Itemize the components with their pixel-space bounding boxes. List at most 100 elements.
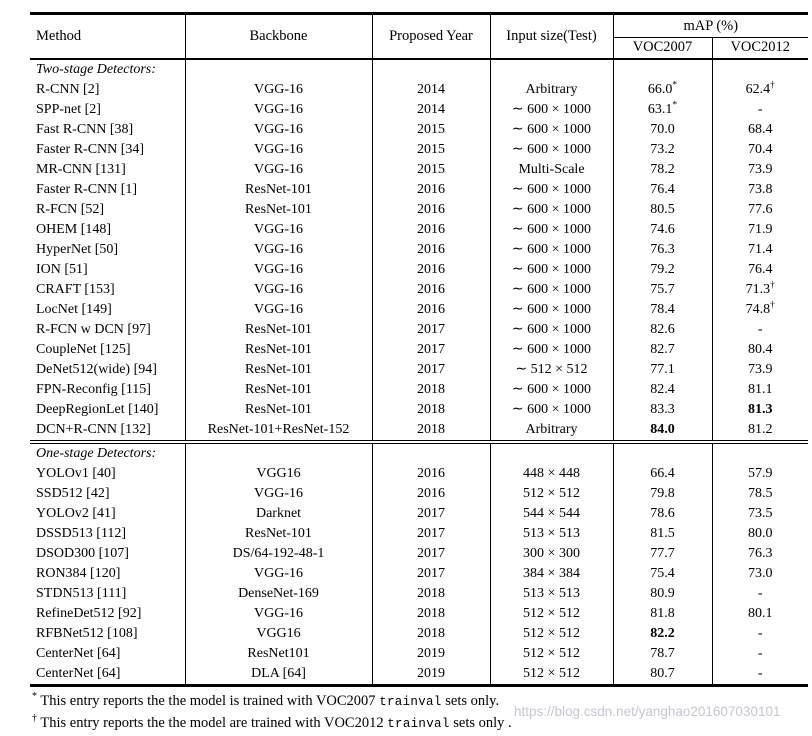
year-cell: 2017	[372, 319, 491, 340]
table-row: OHEM [148] VGG-16 2016 ∼ 600 × 1000 74.6 71.9	[30, 219, 808, 240]
year-cell: 2014	[372, 99, 491, 120]
backbone-cell: ResNet-101	[185, 339, 373, 360]
input-size-cell: ∼ 600 × 1000	[490, 99, 614, 120]
backbone-cell: VGG-16	[185, 119, 373, 140]
voc2012-map-cell: 77.6	[748, 201, 773, 217]
table-row: Faster R-CNN [34] VGG-16 2015 ∼ 600 × 1000 7…	[30, 139, 808, 160]
section-label-row: One-stage Detectors:	[30, 441, 808, 464]
input-size-cell: ∼ 600 × 1000	[490, 179, 614, 200]
backbone-cell: VGG-16	[185, 79, 373, 100]
voc2012-map-cell: 80.0	[748, 525, 773, 541]
voc2007-map-cell: 74.6	[613, 219, 713, 240]
backbone-cell: VGG-16	[185, 219, 373, 240]
year-cell: 2017	[372, 359, 491, 380]
table-row: MR-CNN [131] VGG-16 2015 Multi-Scale 78.2 73.…	[30, 159, 808, 180]
table-row: RefineDet512 [92] VGG-16 2018 512 × 512 81.8…	[30, 603, 808, 624]
section-label: Two-stage Detectors:	[30, 58, 186, 80]
input-size-cell: ∼ 600 × 1000	[490, 139, 614, 160]
backbone-cell: ResNet-101	[185, 399, 373, 420]
voc2012-map-cell: -	[757, 585, 763, 601]
voc2012-map-cell: -	[757, 321, 763, 337]
table-row: CenterNet [64] ResNet101 2019 512 × 512 78.7…	[30, 643, 808, 664]
method-cell: Faster R-CNN [34]	[30, 139, 186, 160]
voc2007-map-cell: 82.6	[613, 319, 713, 340]
table-row: Faster R-CNN [1] ResNet-101 2016 ∼ 600 × 10…	[30, 179, 808, 200]
voc2012-map-cell: -	[757, 101, 763, 117]
voc2007-map-cell: 83.3	[613, 399, 713, 420]
backbone-cell: Darknet	[185, 503, 373, 524]
voc2012-map-cell: 71.4	[748, 241, 773, 257]
section-label: One-stage Detectors:	[30, 441, 186, 464]
col-header-proposed-year: Proposed Year	[372, 13, 491, 59]
voc2012-map-cell: 73.9	[748, 361, 773, 377]
table-row: STDN513 [111] DenseNet-169 2018 513 × 513 80…	[30, 583, 808, 604]
method-cell: OHEM [148]	[30, 219, 186, 240]
backbone-cell: ResNet-101+ResNet-152	[185, 419, 373, 442]
backbone-cell: VGG16	[185, 463, 373, 484]
table-row: DeNet512(wide) [94] ResNet-101 2017 ∼ 512 ×…	[30, 359, 808, 380]
col-header-backbone: Backbone	[185, 13, 373, 59]
backbone-cell: VGG-16	[185, 563, 373, 584]
voc2007-map-cell: 66.0*	[613, 79, 713, 100]
empty-cell	[490, 441, 614, 464]
voc2012-map-cell: 73.0	[748, 565, 773, 581]
method-cell: ION [51]	[30, 259, 186, 280]
table-row: HyperNet [50] VGG-16 2016 ∼ 600 × 1000 76.3 7…	[30, 239, 808, 260]
table-row: FPN-Reconfig [115] ResNet-101 2018 ∼ 600 × …	[30, 379, 808, 400]
method-cell: STDN513 [111]	[30, 583, 186, 604]
voc2012-map-cell: 80.1	[748, 605, 773, 621]
method-cell: R-CNN [2]	[30, 79, 186, 100]
method-cell: FPN-Reconfig [115]	[30, 379, 186, 400]
input-size-cell: 544 × 544	[490, 503, 614, 524]
method-cell: RON384 [120]	[30, 563, 186, 584]
year-cell: 2015	[372, 159, 491, 180]
year-cell: 2018	[372, 419, 491, 442]
table-row: Fast R-CNN [38] VGG-16 2015 ∼ 600 × 1000 70.…	[30, 119, 808, 140]
table-row: RFBNet512 [108] VGG16 2018 512 × 512 82.2 -	[30, 623, 808, 644]
year-cell: 2016	[372, 239, 491, 260]
voc2012-map-cell: 81.3	[748, 401, 773, 417]
year-cell: 2018	[372, 583, 491, 604]
year-cell: 2015	[372, 119, 491, 140]
voc2007-map-cell: 75.4	[613, 563, 713, 584]
year-cell: 2016	[372, 199, 491, 220]
method-cell: DSOD300 [107]	[30, 543, 186, 564]
method-cell: CenterNet [64]	[30, 643, 186, 664]
voc2012-map-cell: 78.5	[748, 485, 773, 501]
voc2007-map-cell: 82.7	[613, 339, 713, 360]
empty-cell	[712, 59, 808, 80]
method-cell: Fast R-CNN [38]	[30, 119, 186, 140]
empty-cell	[372, 58, 491, 80]
input-size-cell: Arbitrary	[490, 79, 614, 100]
voc2012-map-cell: 81.1	[748, 381, 773, 397]
footnotes: * This entry reports the the model is tr…	[32, 691, 512, 735]
year-cell: 2016	[372, 463, 491, 484]
voc2007-map-cell: 77.7	[613, 543, 713, 564]
table-row: ION [51] VGG-16 2016 ∼ 600 × 1000 79.2 76.4	[30, 259, 808, 280]
table-row: R-FCN [52] ResNet-101 2016 ∼ 600 × 1000 80.5…	[30, 199, 808, 220]
table-row: SPP-net [2] VGG-16 2014 ∼ 600 × 1000 63.1* -	[30, 99, 808, 120]
voc2007-map-cell: 81.8	[613, 603, 713, 624]
input-size-cell: ∼ 512 × 512	[490, 359, 614, 380]
empty-cell	[185, 441, 373, 464]
year-cell: 2016	[372, 259, 491, 280]
voc2012-map-cell: 73.9	[748, 161, 773, 177]
input-size-cell: ∼ 600 × 1000	[490, 379, 614, 400]
input-size-cell: 513 × 513	[490, 583, 614, 604]
method-cell: SSD512 [42]	[30, 483, 186, 504]
section-label-row: Two-stage Detectors:	[30, 58, 808, 80]
voc2007-map-cell: 80.7	[613, 663, 713, 685]
method-cell: Faster R-CNN [1]	[30, 179, 186, 200]
header-row-2: VOC2007 VOC2012	[30, 37, 808, 59]
backbone-cell: VGG-16	[185, 239, 373, 260]
table-row: R-CNN [2] VGG-16 2014 Arbitrary 66.0* 62.4†	[30, 79, 808, 100]
table-row: DeepRegionLet [140] ResNet-101 2018 ∼ 600 ×…	[30, 399, 808, 420]
table-header: Method Backbone Proposed Year Input size…	[30, 13, 809, 59]
empty-cell	[372, 441, 491, 464]
col-header-input-size: Input size(Test)	[490, 13, 614, 59]
input-size-cell: Multi-Scale	[490, 159, 614, 180]
one-stage-section: One-stage Detectors: YOLOv1 [40] VGG16 2016…	[30, 441, 809, 685]
year-cell: 2018	[372, 399, 491, 420]
method-cell: SPP-net [2]	[30, 99, 186, 120]
year-cell: 2016	[372, 299, 491, 320]
